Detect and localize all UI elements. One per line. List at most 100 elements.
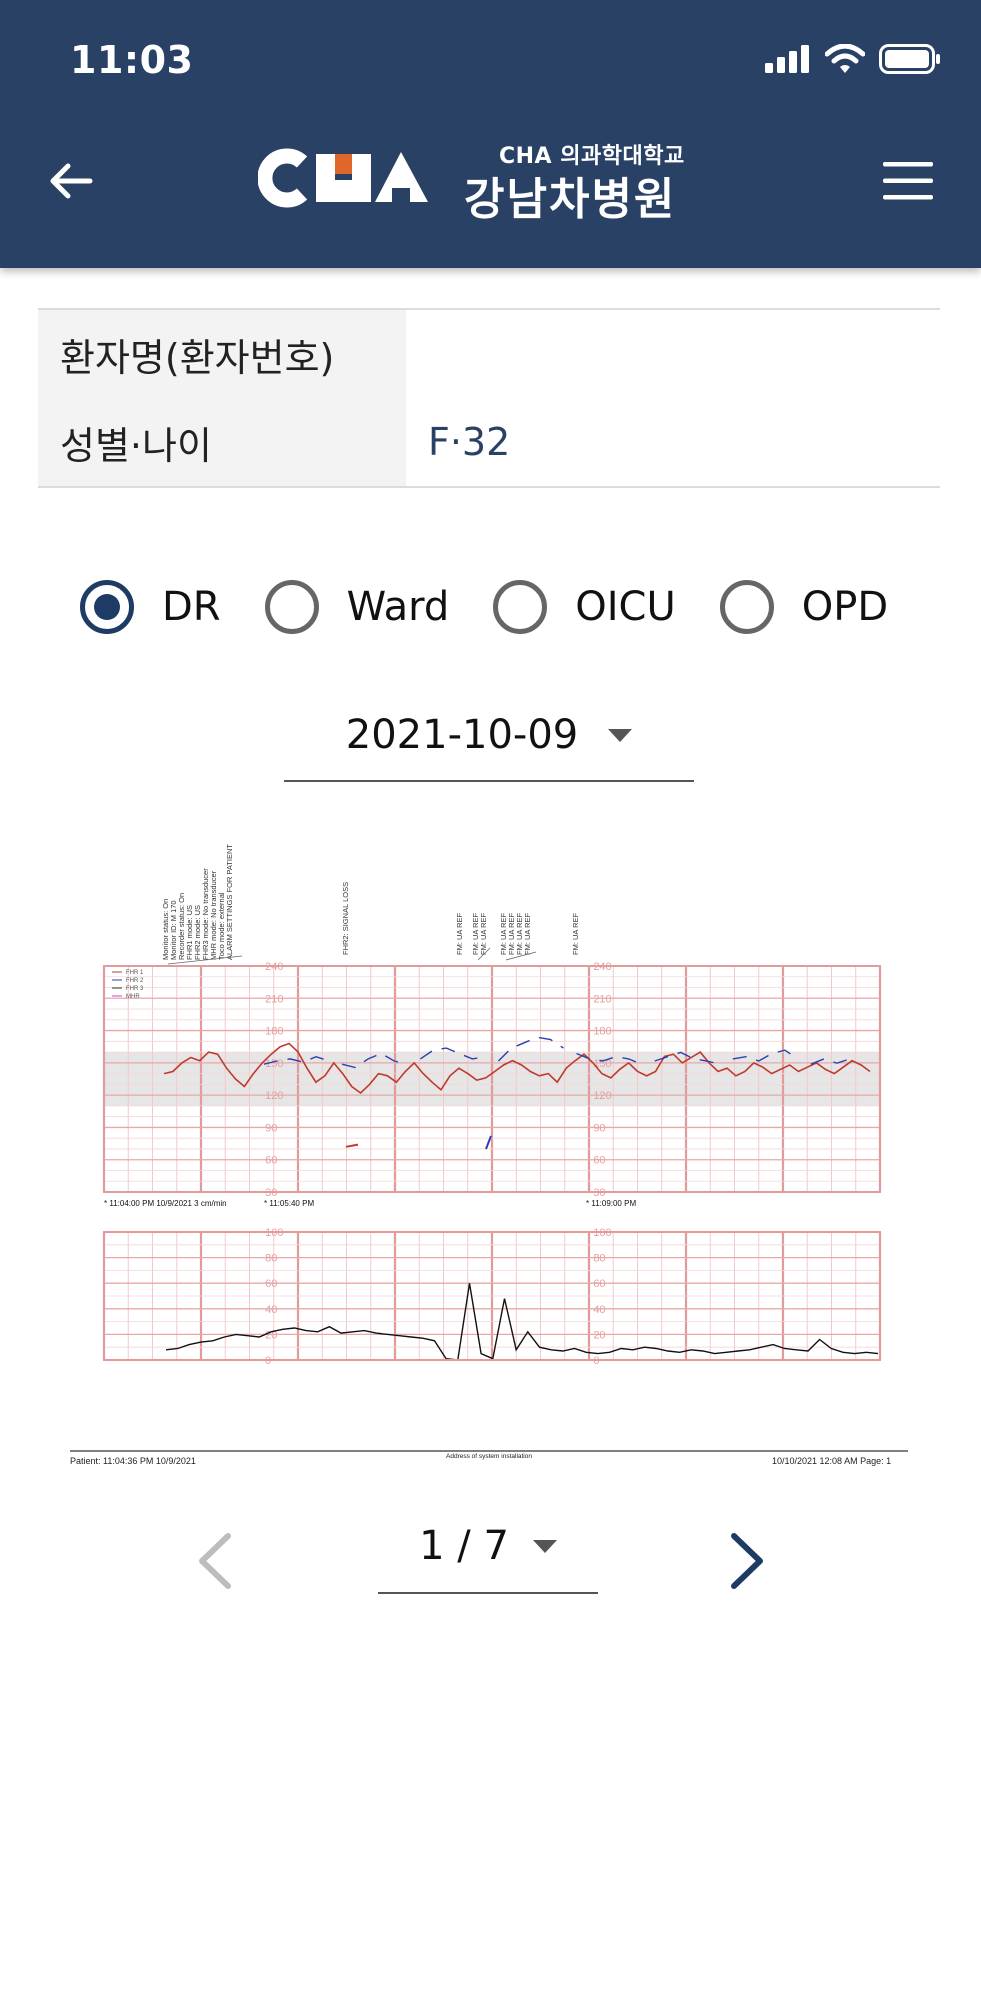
gender-age-label: 성별·나이 <box>38 398 406 486</box>
fhr-tick-label: 210 <box>265 993 283 1005</box>
legend-label: FHR 2 <box>126 978 144 984</box>
fhr-tick-label: 60 <box>265 1155 277 1167</box>
date-select[interactable]: 2021-10-09 <box>284 690 694 782</box>
radio-ward[interactable]: Ward <box>264 580 450 634</box>
fhr1-fragment <box>345 1143 359 1148</box>
fm-annotation: FM: UA REF <box>571 912 580 955</box>
fhr1-line <box>163 1042 871 1095</box>
legend-label: FHR 1 <box>126 970 144 976</box>
signal-loss-annotation: FHR2: SIGNAL LOSS <box>341 882 350 955</box>
fhr-panel-border <box>103 965 881 1193</box>
chevron-left-icon[interactable] <box>190 1530 238 1592</box>
time-label: * 11:09:00 PM <box>586 1199 636 1208</box>
legend-label: FHR 3 <box>126 986 144 992</box>
fm-annotation: FM: UA REF <box>471 912 480 955</box>
footer-date-page-text: 10/10/2021 12:08 AM Page: 1 <box>772 1456 891 1466</box>
ua-tick-label: 60 <box>265 1278 277 1290</box>
event-annotation: Monitor ID: M 170 <box>169 900 178 960</box>
fhr-tick-label: 180 <box>593 1026 611 1038</box>
radio-label-dr: DR <box>162 584 221 630</box>
fhr-tick-label: 180 <box>265 1026 283 1038</box>
fhr-tick-label: 120 <box>593 1090 611 1102</box>
patient-name-row: 환자명(환자번호) <box>38 310 940 398</box>
fhr-tick-label: 120 <box>265 1090 283 1102</box>
radio-oicu[interactable]: OICU <box>493 580 676 634</box>
fhr-tick-label: 90 <box>265 1122 277 1134</box>
event-annotation: FHR2 mode: US <box>193 905 202 960</box>
ua-tick-label: 60 <box>593 1278 605 1290</box>
page-navigator: 1 / 7 <box>0 1500 981 1610</box>
battery-icon <box>879 44 940 74</box>
ua-panel-border <box>103 1231 881 1361</box>
page-label: 1 / 7 <box>419 1523 509 1569</box>
app-header: 11:03 <box>0 0 981 268</box>
fhr-tick-label: 90 <box>593 1122 605 1134</box>
fhr2-line <box>263 1036 851 1069</box>
time-label: * 11:04:00 PM 10/9/2021 3 cm/min <box>104 1199 227 1208</box>
radio-label-opd: OPD <box>801 584 889 630</box>
time-label: * 11:05:40 PM <box>264 1199 314 1208</box>
fm-leader <box>477 947 537 961</box>
hamburger-menu-icon[interactable] <box>883 162 933 200</box>
annotation-leader <box>167 955 243 965</box>
ua-tick-label: 80 <box>265 1253 277 1265</box>
event-annotation: ALARM SETTINGS FOR PATIENT <box>225 844 234 960</box>
ctg-chart: 240 240 210 210 180 180 150 150 120 120 90 90 60 60 30… <box>66 830 916 1480</box>
fm-annotation: FM: UA REF <box>455 912 464 955</box>
gender-age-value: F·32 <box>428 420 511 464</box>
radio-opd[interactable]: OPD <box>719 580 889 634</box>
radio-dr[interactable]: DR <box>80 580 221 634</box>
hospital-logo <box>258 138 434 218</box>
status-time: 11:03 <box>70 38 194 82</box>
wifi-icon <box>825 44 865 73</box>
date-value: 2021-10-09 <box>345 712 579 758</box>
dropdown-caret-icon <box>532 1539 557 1553</box>
event-annotation: Toco mode: external <box>217 892 226 960</box>
fm-annotation: FM: UA REF <box>479 912 488 955</box>
ua-tick-label: 40 <box>593 1304 605 1316</box>
logo-title: 강남차병원 <box>464 174 677 225</box>
patient-name-label: 환자명(환자번호) <box>38 310 406 398</box>
event-annotation: FHR3 mode: No transducer <box>201 868 210 960</box>
back-arrow-icon[interactable] <box>46 156 96 206</box>
legend-label: MHR <box>126 994 140 1000</box>
ua-tick-label: 40 <box>265 1304 277 1316</box>
chevron-right-icon[interactable] <box>724 1530 772 1592</box>
event-annotation: Recorder status: On <box>177 893 186 960</box>
radio-unchecked-icon[interactable] <box>493 580 548 634</box>
radio-label-oicu: OICU <box>575 584 676 630</box>
radio-unchecked-icon[interactable] <box>264 580 319 634</box>
ua-line <box>165 1283 879 1361</box>
patient-name-value <box>406 310 940 398</box>
fm-annotation: FM: UA REF <box>523 912 532 955</box>
patient-gender-age-row: 성별·나이 F·32 <box>38 398 940 486</box>
status-icons <box>765 44 941 74</box>
fm-annotation: FM: UA REF <box>507 912 516 955</box>
location-radio-group: DR Ward OICU OPD <box>80 580 888 634</box>
footer-center-text: Address of system installation <box>446 1453 532 1460</box>
fhr-tick-label: 150 <box>593 1058 611 1070</box>
cha-logo-icon <box>258 148 428 208</box>
fhr-tick-label: 210 <box>593 993 611 1005</box>
signal-icon <box>765 45 809 73</box>
page-select[interactable]: 1 / 7 <box>378 1500 598 1594</box>
logo-subtitle: CHA 의과학대학교 <box>499 144 685 169</box>
fhr-tick-label: 60 <box>593 1155 605 1167</box>
patient-info-table: 환자명(환자번호) 성별·나이 F·32 <box>38 308 940 488</box>
footer-patient-text: Patient: 11:04:36 PM 10/9/2021 <box>70 1456 196 1466</box>
fm-annotation: FM: UA REF <box>499 912 508 955</box>
ua-tick-label: 20 <box>593 1329 605 1341</box>
ua-tick-label: 80 <box>593 1253 605 1265</box>
radio-checked-icon[interactable] <box>80 580 134 634</box>
dropdown-caret-icon <box>608 728 633 742</box>
fhr-tick-label: 150 <box>265 1058 283 1070</box>
event-annotation: MHR mode: No transducer <box>209 870 218 960</box>
fm-annotation: FM: UA REF <box>515 912 524 955</box>
radio-unchecked-icon[interactable] <box>719 580 774 634</box>
fhr2-fragment <box>485 1135 492 1150</box>
event-annotation: FHR1 mode: US <box>185 905 194 960</box>
event-annotation: Monitor status: On <box>161 899 170 960</box>
radio-label-ward: Ward <box>346 584 450 630</box>
